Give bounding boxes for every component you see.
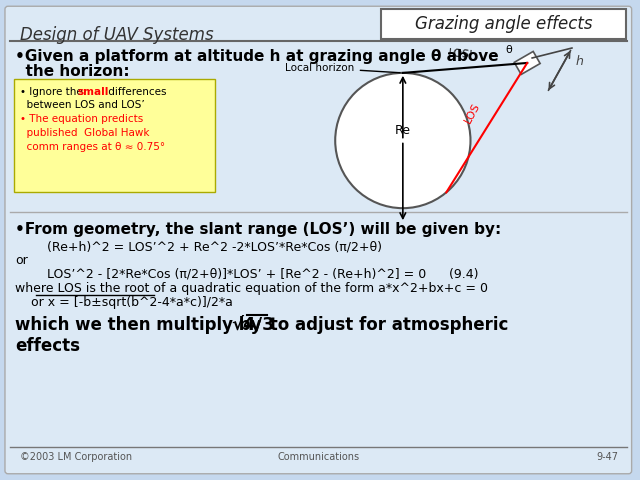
Text: 9-47: 9-47	[596, 452, 619, 462]
Text: which we then multiply by: which we then multiply by	[15, 315, 267, 334]
Text: LOS: LOS	[462, 101, 481, 125]
Text: •Given a platform at altitude h at grazing angle θ above: •Given a platform at altitude h at grazi…	[15, 49, 499, 64]
Bar	[10, 43, 627, 212]
Text: (Re+h)^2 = LOS’^2 + Re^2 -2*LOS’*Re*Cos (π/2+θ): (Re+h)^2 = LOS’^2 + Re^2 -2*LOS’*Re*Cos …	[15, 240, 382, 253]
Text: LOS’^2 - [2*Re*Cos (π/2+θ)]*LOS’ + [Re^2 - (Re+h)^2] = 0: LOS’^2 - [2*Re*Cos (π/2+θ)]*LOS’ + [Re^2…	[15, 268, 426, 281]
Text: or: or	[15, 254, 28, 267]
Circle shape	[335, 73, 470, 208]
Text: θ: θ	[506, 45, 512, 55]
FancyBboxPatch shape	[381, 9, 626, 39]
Text: Communications: Communications	[277, 452, 360, 462]
Text: the horizon:: the horizon:	[15, 64, 129, 79]
Text: differences: differences	[106, 87, 167, 97]
Text: • The equation predicts: • The equation predicts	[20, 114, 143, 124]
Text: between LOS and LOS’: between LOS and LOS’	[20, 100, 145, 110]
Text: LOS': LOS'	[447, 48, 473, 60]
Text: Design of UAV Systems: Design of UAV Systems	[20, 26, 214, 44]
Text: Grazing angle effects: Grazing angle effects	[415, 15, 592, 33]
Text: Local horizon: Local horizon	[285, 63, 400, 73]
Text: where LOS is the root of a quadratic equation of the form a*x^2+bx+c = 0: where LOS is the root of a quadratic equ…	[15, 282, 488, 295]
Text: (9.4): (9.4)	[441, 268, 478, 281]
Text: to adjust for atmospheric: to adjust for atmospheric	[264, 315, 508, 334]
Bar	[10, 214, 627, 449]
Text: effects: effects	[15, 337, 80, 356]
Text: Re: Re	[395, 124, 411, 137]
Polygon shape	[514, 51, 540, 74]
Text: •From geometry, the slant range (LOS’) will be given by:: •From geometry, the slant range (LOS’) w…	[15, 222, 501, 237]
Text: • Ignore the: • Ignore the	[20, 87, 86, 97]
Text: small: small	[77, 87, 109, 97]
Text: comm ranges at θ ≈ 0.75°: comm ranges at θ ≈ 0.75°	[20, 142, 165, 152]
FancyBboxPatch shape	[14, 79, 215, 192]
Text: or x = [-b±sqrt(b^2-4*a*c)]/2*a: or x = [-b±sqrt(b^2-4*a*c)]/2*a	[15, 296, 233, 309]
Text: √4/3: √4/3	[232, 315, 275, 334]
Text: h: h	[576, 55, 584, 69]
Text: ©2003 LM Corporation: ©2003 LM Corporation	[20, 452, 132, 462]
FancyBboxPatch shape	[5, 6, 632, 474]
Text: published  Global Hawk: published Global Hawk	[20, 128, 149, 138]
